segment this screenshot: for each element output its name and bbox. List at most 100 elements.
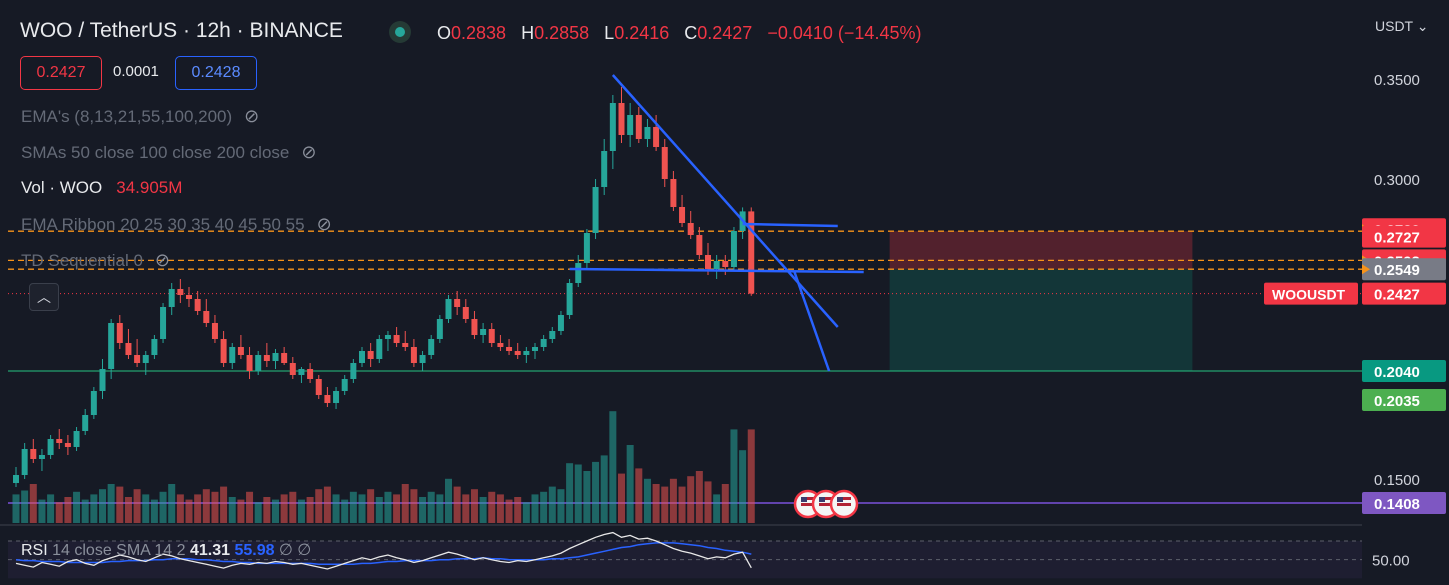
candle-body (116, 323, 123, 343)
eye-off-icon[interactable]: ⊘ (316, 214, 332, 234)
volume-bar (55, 502, 63, 523)
volume-bar (505, 499, 513, 523)
candle-body (488, 329, 495, 343)
volume-bar (462, 494, 470, 523)
price-label-box[interactable] (1362, 492, 1446, 514)
indicator-ribbon-label: EMA Ribbon 20 25 30 35 40 45 50 55 (21, 215, 305, 234)
risk-zone[interactable] (889, 231, 1193, 270)
candle-body (56, 439, 63, 443)
volume-bar (341, 499, 349, 523)
y-tick-label: 0.3000 (1374, 172, 1420, 189)
candle-body (627, 115, 634, 135)
buy-button[interactable]: 0.2428 (175, 56, 257, 90)
rsi-params: 14 close SMA 14 2 (52, 542, 186, 559)
candle-body (298, 369, 305, 375)
candle-body (108, 323, 115, 369)
currency-selector[interactable]: USDT ⌄ (1375, 18, 1428, 35)
economic-events[interactable] (793, 489, 859, 519)
volume-bar (427, 491, 435, 523)
price-label-box[interactable] (1362, 389, 1446, 411)
rsi-name: RSI (21, 542, 48, 559)
volume-bar (116, 486, 124, 523)
candle-body (722, 261, 729, 267)
reward-zone[interactable] (889, 269, 1193, 371)
candle-body (393, 335, 400, 343)
price-label-box[interactable] (1362, 258, 1446, 281)
indicator-td-label: TD Sequential 0 (21, 251, 143, 270)
candle-body (367, 351, 374, 359)
indicator-td[interactable]: TD Sequential 0 ⊘ (21, 250, 170, 271)
candle-body (402, 343, 409, 347)
candle-body (341, 379, 348, 391)
candle-body (47, 439, 54, 455)
volume-bar (150, 499, 158, 523)
candle-body (454, 299, 461, 307)
indicator-ema-label: EMA's (8,13,21,55,100,200) (21, 107, 233, 126)
eye-off-icon[interactable]: ⊘ (244, 106, 260, 126)
rsi-line (15, 531, 752, 570)
candle-body (177, 289, 184, 295)
long-position-tool[interactable] (889, 231, 1193, 371)
candle-body (255, 355, 262, 371)
candle-body (549, 331, 556, 339)
volume-bar (574, 464, 582, 523)
candle-body (246, 355, 253, 371)
price-label-box[interactable] (1362, 360, 1446, 382)
volume-bar (540, 491, 548, 523)
volume-bar (220, 486, 228, 523)
volume-bar (522, 502, 530, 523)
volume-bar (695, 471, 703, 523)
volume-bar (600, 455, 608, 523)
collapse-legend-button[interactable]: ︿ (29, 283, 59, 311)
rsi-pane (0, 524, 1449, 579)
trendline[interactable] (742, 222, 838, 228)
close-value: 0.2427 (697, 23, 753, 43)
candle-body (73, 431, 80, 447)
volume-bar (548, 486, 556, 523)
candle-body (384, 335, 391, 339)
candle-body (263, 355, 270, 361)
indicator-ema[interactable]: EMA's (8,13,21,55,100,200) ⊘ (21, 106, 259, 127)
symbol-tag-box (1264, 282, 1358, 305)
volume-bar (29, 484, 37, 523)
candle-body (211, 323, 218, 339)
candle-body (462, 307, 469, 319)
volume-bar (566, 463, 574, 523)
volume-bar (263, 497, 271, 523)
candle-body (436, 319, 443, 339)
symbol-title[interactable]: WOO / TetherUS · 12h · BINANCE (20, 19, 343, 42)
volume-bar (678, 486, 686, 523)
sell-button[interactable]: 0.2427 (20, 56, 102, 90)
candle-body (186, 295, 192, 299)
volume-bar (315, 489, 323, 523)
volume-bar (289, 491, 297, 523)
volume-bar (323, 486, 331, 523)
trendline[interactable] (569, 267, 864, 274)
candle-body (90, 391, 97, 415)
indicator-ribbon[interactable]: EMA Ribbon 20 25 30 35 40 45 50 55 ⊘ (21, 214, 332, 235)
candle-body (281, 353, 288, 363)
candle-body (497, 343, 504, 347)
indicator-volume[interactable]: Vol · WOO 34.905M (21, 178, 182, 198)
price-label-text: 0.2549 (1374, 262, 1420, 279)
candle-body (696, 235, 703, 255)
trendlines[interactable] (569, 74, 864, 372)
market-status-icon[interactable] (389, 21, 411, 43)
symbol-tag-text: WOOUSDT (1272, 287, 1346, 303)
rsi-legend[interactable]: RSI 14 close SMA 14 2 41.31 55.98 ∅ ∅ (21, 540, 311, 560)
candle-body (644, 127, 651, 139)
price-label-box[interactable] (1362, 225, 1446, 248)
eye-off-icon[interactable]: ⊘ (154, 250, 170, 270)
candle-body (324, 395, 331, 403)
eye-off-icon[interactable]: ⊘ (301, 142, 317, 162)
price-label-box[interactable] (1362, 282, 1446, 305)
price-axis[interactable]: 0.35000.30000.15000.27390.27270.25930.25… (1264, 0, 1449, 585)
volume-bar (488, 491, 496, 523)
candle-body (471, 319, 478, 335)
trendline[interactable] (793, 271, 831, 372)
candle-body (64, 443, 71, 447)
volume-bar (496, 494, 504, 523)
indicator-sma[interactable]: SMAs 50 close 100 close 200 close ⊘ (21, 142, 316, 163)
candle-body (168, 289, 175, 307)
